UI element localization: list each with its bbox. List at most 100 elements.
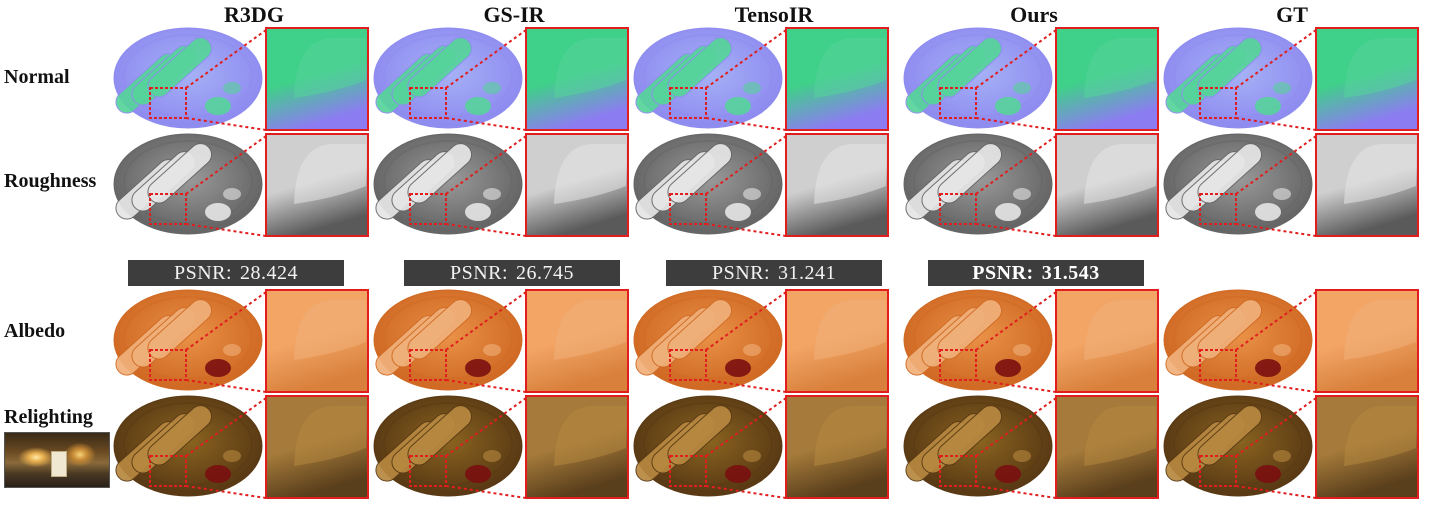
psnr-value: 31.241 bbox=[778, 262, 837, 284]
zoom-connector-line bbox=[705, 135, 787, 195]
zoom-connector-line bbox=[705, 485, 787, 499]
zoom-connector-line bbox=[705, 291, 787, 351]
zoom-food-shape bbox=[1084, 405, 1156, 466]
plate-rim bbox=[1173, 296, 1303, 380]
sauce-blob bbox=[1013, 82, 1031, 94]
plate-image bbox=[373, 289, 523, 391]
zoom-food-shape bbox=[294, 143, 366, 204]
zoom-connector-line bbox=[185, 223, 267, 237]
zoom-connector-line bbox=[975, 135, 1057, 195]
zoom-food-shape bbox=[814, 37, 886, 98]
zoom-connector-line bbox=[975, 379, 1057, 393]
zoom-connector-line bbox=[445, 291, 527, 351]
zoom-food-shape bbox=[1344, 405, 1416, 466]
plate-rim bbox=[123, 34, 253, 118]
sauce-blob bbox=[1013, 450, 1031, 462]
column-title-gs-ir: GS-IR bbox=[483, 2, 545, 27]
plate-image bbox=[633, 27, 783, 129]
sauce-blob bbox=[205, 203, 231, 221]
zoom-food-shape bbox=[814, 405, 886, 466]
zoom-region-box bbox=[149, 349, 187, 381]
zoom-connector-line bbox=[185, 379, 267, 393]
zoom-region-box bbox=[939, 193, 977, 225]
plate-rim bbox=[123, 402, 253, 486]
row-label-normal: Normal bbox=[4, 66, 70, 88]
plate-image bbox=[1163, 289, 1313, 391]
plate-rim bbox=[383, 34, 513, 118]
zoom-connector-line bbox=[185, 135, 267, 195]
zoom-connector-line bbox=[705, 29, 787, 89]
zoom-connector-line bbox=[445, 397, 527, 457]
sauce-blob bbox=[483, 82, 501, 94]
sauce-blob bbox=[223, 188, 241, 200]
zoom-connector-line bbox=[975, 223, 1057, 237]
zoom-region-box bbox=[669, 349, 707, 381]
sauce-blob bbox=[743, 344, 761, 356]
row-label-roughness: Roughness bbox=[4, 170, 97, 192]
zoom-connector-line bbox=[185, 485, 267, 499]
zoom-region-box bbox=[409, 87, 447, 119]
environment-map-thumbnail bbox=[4, 432, 110, 488]
zoom-region-box bbox=[149, 87, 187, 119]
zoom-region-box bbox=[409, 455, 447, 487]
zoom-connector-line bbox=[445, 135, 527, 195]
zoom-food-shape bbox=[554, 143, 626, 204]
sauce-blob bbox=[725, 97, 751, 115]
plate-rim bbox=[913, 296, 1043, 380]
zoom-region-box bbox=[939, 349, 977, 381]
sauce-blob bbox=[205, 97, 231, 115]
column-title-tensoir: TensoIR bbox=[734, 2, 814, 27]
plate-image bbox=[1163, 133, 1313, 235]
plate-image bbox=[373, 133, 523, 235]
zoom-food-shape bbox=[1344, 37, 1416, 98]
plate-image bbox=[903, 395, 1053, 497]
sauce-blob bbox=[1255, 203, 1281, 221]
sauce-blob bbox=[1273, 188, 1291, 200]
zoom-connector-line bbox=[1235, 397, 1317, 457]
zoom-region-box bbox=[1199, 87, 1237, 119]
sauce-blob bbox=[223, 344, 241, 356]
sauce-blob bbox=[223, 450, 241, 462]
sauce-blob bbox=[725, 359, 751, 377]
zoom-connector-line bbox=[445, 29, 527, 89]
zoom-connector-line bbox=[445, 379, 527, 393]
zoom-connector-line bbox=[1235, 117, 1317, 131]
zoom-connector-line bbox=[975, 397, 1057, 457]
plate-image bbox=[633, 133, 783, 235]
zoom-connector-line bbox=[185, 397, 267, 457]
sauce-blob bbox=[465, 465, 491, 483]
sauce-blob bbox=[995, 203, 1021, 221]
plate-image bbox=[903, 289, 1053, 391]
sauce-blob bbox=[995, 359, 1021, 377]
zoom-food-shape bbox=[1084, 299, 1156, 360]
plate-rim bbox=[1173, 140, 1303, 224]
sauce-blob bbox=[223, 82, 241, 94]
plate-image bbox=[1163, 395, 1313, 497]
plate-image bbox=[633, 289, 783, 391]
zoom-connector-line bbox=[445, 223, 527, 237]
zoom-region-box bbox=[939, 87, 977, 119]
zoom-region-box bbox=[669, 87, 707, 119]
sauce-blob bbox=[725, 465, 751, 483]
zoom-connector-line bbox=[185, 291, 267, 351]
plate-image bbox=[903, 27, 1053, 129]
zoom-region-box bbox=[149, 455, 187, 487]
zoom-region-box bbox=[409, 193, 447, 225]
psnr-value: 31.543 bbox=[1041, 262, 1100, 284]
zoom-region-box bbox=[669, 455, 707, 487]
psnr-badge-tensoir: PSNR: 31.241 bbox=[666, 260, 882, 286]
zoom-food-shape bbox=[294, 299, 366, 360]
sauce-blob bbox=[743, 450, 761, 462]
sauce-blob bbox=[743, 82, 761, 94]
plate-image bbox=[113, 395, 263, 497]
sauce-blob bbox=[1255, 97, 1281, 115]
zoom-region-box bbox=[1199, 455, 1237, 487]
plate-image bbox=[113, 133, 263, 235]
plate-rim bbox=[1173, 402, 1303, 486]
column-title-r3dg: R3DG bbox=[224, 2, 284, 27]
plate-rim bbox=[913, 140, 1043, 224]
zoom-food-shape bbox=[1084, 143, 1156, 204]
plate-image bbox=[633, 395, 783, 497]
zoom-connector-line bbox=[445, 485, 527, 499]
